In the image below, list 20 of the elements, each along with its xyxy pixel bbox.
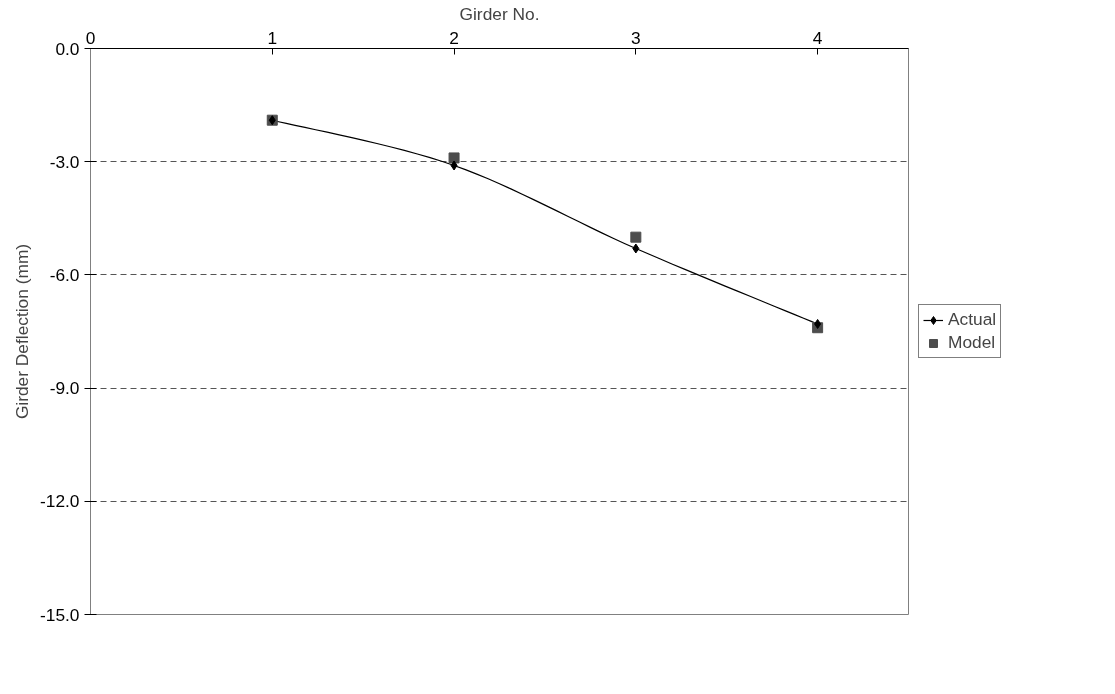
y-tick-label: -12.0: [40, 491, 80, 512]
point: [814, 318, 822, 329]
x-tick-label: 3: [631, 27, 641, 48]
x-tick-label: 2: [449, 27, 459, 48]
y-tick-label: 0.0: [55, 38, 80, 59]
legend-label: Model: [948, 332, 996, 353]
y-tick-label: -9.0: [49, 378, 80, 399]
y-tick-label: -15.0: [40, 604, 80, 625]
point: [630, 231, 642, 243]
legend-label: Actual: [948, 309, 997, 330]
y-axis-title: Girder Deflection (mm): [12, 243, 32, 420]
x-tick-label: 0: [85, 27, 96, 48]
point: [632, 243, 640, 254]
point: [450, 160, 458, 171]
y-tick-label: -3.0: [49, 151, 80, 172]
x-tick-label: 4: [812, 27, 823, 48]
x-axis-title: Girder No.: [459, 3, 540, 24]
y-tick-label: -6.0: [49, 264, 80, 285]
x-tick-label: 1: [267, 27, 278, 48]
point: [448, 152, 460, 164]
